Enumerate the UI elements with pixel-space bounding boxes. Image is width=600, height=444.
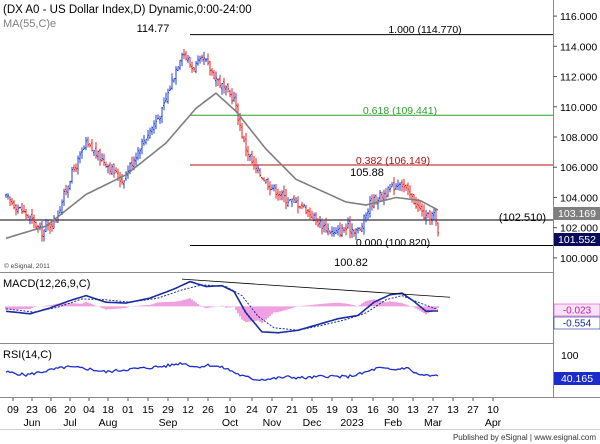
month-label-3: Sep (159, 417, 178, 429)
feb-high-label: 105.88 (350, 167, 384, 179)
x-tick-label-22: 13 (447, 404, 459, 416)
rsi-value: 40.165 (561, 373, 593, 385)
x-tick-label-10: 26 (202, 404, 214, 416)
fib-000-label: 0.000 (100.820) (356, 237, 430, 249)
x-tick-label-1: 23 (26, 404, 38, 416)
macd-hist-value: -0.023 (563, 306, 592, 317)
price-tick-label-2: 104.000 (560, 192, 598, 204)
x-tick-label-4: 04 (83, 404, 95, 416)
chart-title: (DX A0 - US Dollar Index,D) Dynamic,0:00… (3, 4, 252, 16)
x-tick-label-18: 16 (367, 404, 379, 416)
price-tick-label-1: 102.000 (560, 223, 598, 235)
macd-label: MACD(12,26,9,C) (3, 278, 90, 290)
macd-value: -0.554 (563, 319, 592, 330)
month-label-0: Jun (24, 417, 41, 429)
x-tick-label-21: 27 (427, 404, 439, 416)
price-tick-label-6: 112.000 (560, 72, 597, 84)
ma-value: 103.169 (558, 208, 596, 220)
x-tick-label-12: 24 (246, 404, 258, 416)
price-tick-label-4: 108.000 (560, 132, 598, 144)
x-tick-label-19: 30 (387, 404, 399, 416)
month-label-7: 2023 (340, 417, 364, 429)
ma-value-box (554, 207, 600, 220)
month-label-1: Jul (63, 417, 76, 429)
x-tick-label-2: 06 (45, 404, 57, 416)
macd-hist-value-box (553, 303, 600, 317)
price-tick-label-3: 106.000 (560, 162, 598, 174)
x-tick-label-14: 21 (286, 404, 298, 416)
x-tick-label-23: 27 (467, 404, 479, 416)
price-value-box (554, 233, 600, 246)
macd-panel (5, 278, 451, 334)
watermark: © eSignal, 2011 (4, 262, 50, 270)
rsi-panel (5, 361, 439, 381)
fib-382-label: 0.382 (106.149) (356, 155, 430, 167)
x-tick-label-8: 29 (162, 404, 174, 416)
x-tick-label-3: 20 (64, 404, 76, 416)
x-tick-label-24: 10 (487, 404, 499, 416)
fib-618-label: 0.618 (109.441) (363, 105, 437, 117)
month-label-10: Apr (485, 417, 502, 429)
x-tick-label-0: 09 (7, 404, 19, 416)
low-label: 100.82 (334, 257, 368, 269)
month-label-6: Dec (303, 417, 322, 429)
price-value: 101.552 (558, 234, 596, 246)
price-panel: 100.000 102.000 104.000 106.000 108.000 110.0… (0, 11, 598, 265)
x-tick-label-7: 15 (142, 404, 154, 416)
level-label: (102.510) (499, 212, 546, 224)
rsi-line (5, 361, 439, 381)
macd-value-box (553, 316, 600, 330)
ma-line (5, 92, 439, 240)
month-label-9: Mar (424, 417, 443, 429)
price-tick-label-7: 114.000 (560, 41, 597, 53)
rsi-value-box (554, 372, 600, 385)
ma-legend: MA(55,C)e (3, 18, 56, 30)
rsi-label: RSI(14,C) (3, 349, 52, 361)
x-tick-label-5: 18 (102, 404, 114, 416)
x-tick-label-20: 13 (407, 404, 419, 416)
month-label-8: Feb (384, 417, 402, 429)
x-tick-label-11: 10 (224, 404, 236, 416)
x-tick-label-15: 05 (306, 404, 318, 416)
month-label-5: Nov (263, 417, 282, 429)
macd-line (5, 280, 439, 334)
fib-100-label: 1.000 (114.770) (388, 24, 461, 36)
macd-trendline (181, 278, 451, 298)
month-label-4: Oct (222, 417, 238, 429)
x-tick-label-16: 19 (326, 404, 338, 416)
month-label-2: Aug (99, 417, 118, 429)
x-tick-label-9: 12 (182, 404, 194, 416)
x-tick-label-17: 03 (346, 404, 358, 416)
rsi-tick-100: 100 (561, 350, 579, 362)
published-by: Published by eSignal | www.esignal.com (453, 433, 596, 442)
price-tick-label-0: 100.000 (560, 253, 598, 265)
price-tick-label-5: 110.000 (560, 102, 597, 114)
x-tick-label-6: 01 (122, 404, 134, 416)
price-tick-label-8: 116.000 (560, 11, 597, 23)
x-tick-label-13: 07 (266, 404, 278, 416)
high-label: 114.77 (137, 23, 170, 35)
x-axis: 09 23 06 20 04 18 01 15 29 12 26 10 24 07 21 05 19 03 16 30… (7, 398, 502, 429)
